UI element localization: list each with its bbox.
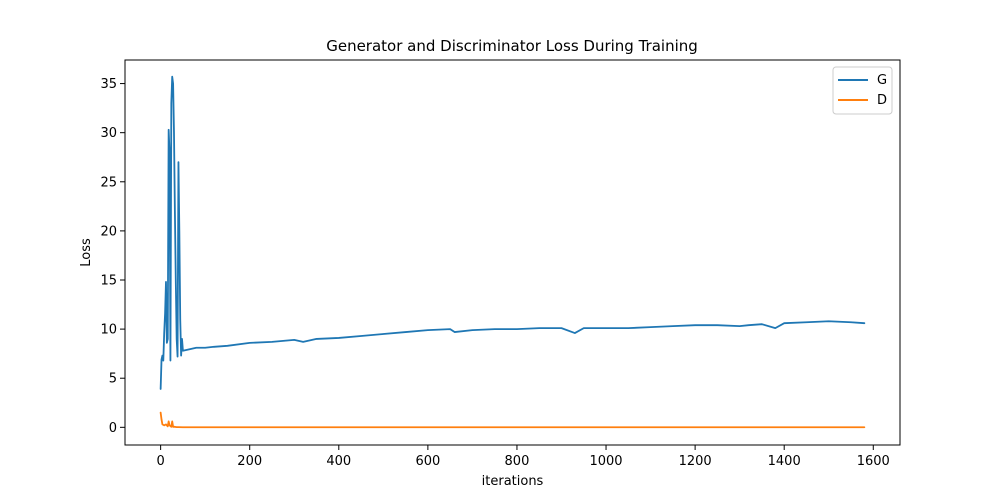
y-tick-label: 5 [109, 372, 117, 387]
y-axis-title: Loss [79, 238, 94, 267]
legend-label-g: G [877, 73, 887, 88]
y-tick-label: 0 [109, 421, 117, 436]
x-tick-label: 1400 [768, 454, 801, 469]
y-tick-label: 20 [100, 224, 117, 239]
x-tick-label: 1000 [589, 454, 622, 469]
legend-label-d: D [877, 93, 887, 108]
chart-title: Generator and Discriminator Loss During … [326, 37, 698, 55]
series-line-d [159, 411, 866, 429]
x-tick-label: 1200 [679, 454, 712, 469]
plot-frame [124, 59, 901, 446]
y-tick-label: 30 [100, 126, 117, 141]
y-tick-label: 10 [100, 323, 117, 338]
series-layer [159, 75, 866, 429]
series-line-g [159, 75, 866, 390]
x-tick-label: 1600 [857, 454, 890, 469]
y-tick-label: 35 [100, 77, 117, 92]
y-tick-label: 15 [100, 274, 117, 289]
legend: G D [832, 66, 893, 115]
legend-box [832, 66, 893, 115]
x-tick-label: 800 [505, 454, 530, 469]
y-axis-ticks: 0 5 10 15 20 25 30 35 [100, 77, 125, 436]
x-tick-label: 400 [326, 454, 351, 469]
y-tick-label: 25 [100, 175, 117, 190]
x-axis-ticks: 0 200 400 600 800 1000 1200 1400 1600 [156, 445, 890, 469]
x-tick-label: 200 [237, 454, 262, 469]
x-tick-label: 0 [156, 454, 164, 469]
x-tick-label: 600 [415, 454, 440, 469]
x-axis-title: iterations [482, 474, 544, 489]
